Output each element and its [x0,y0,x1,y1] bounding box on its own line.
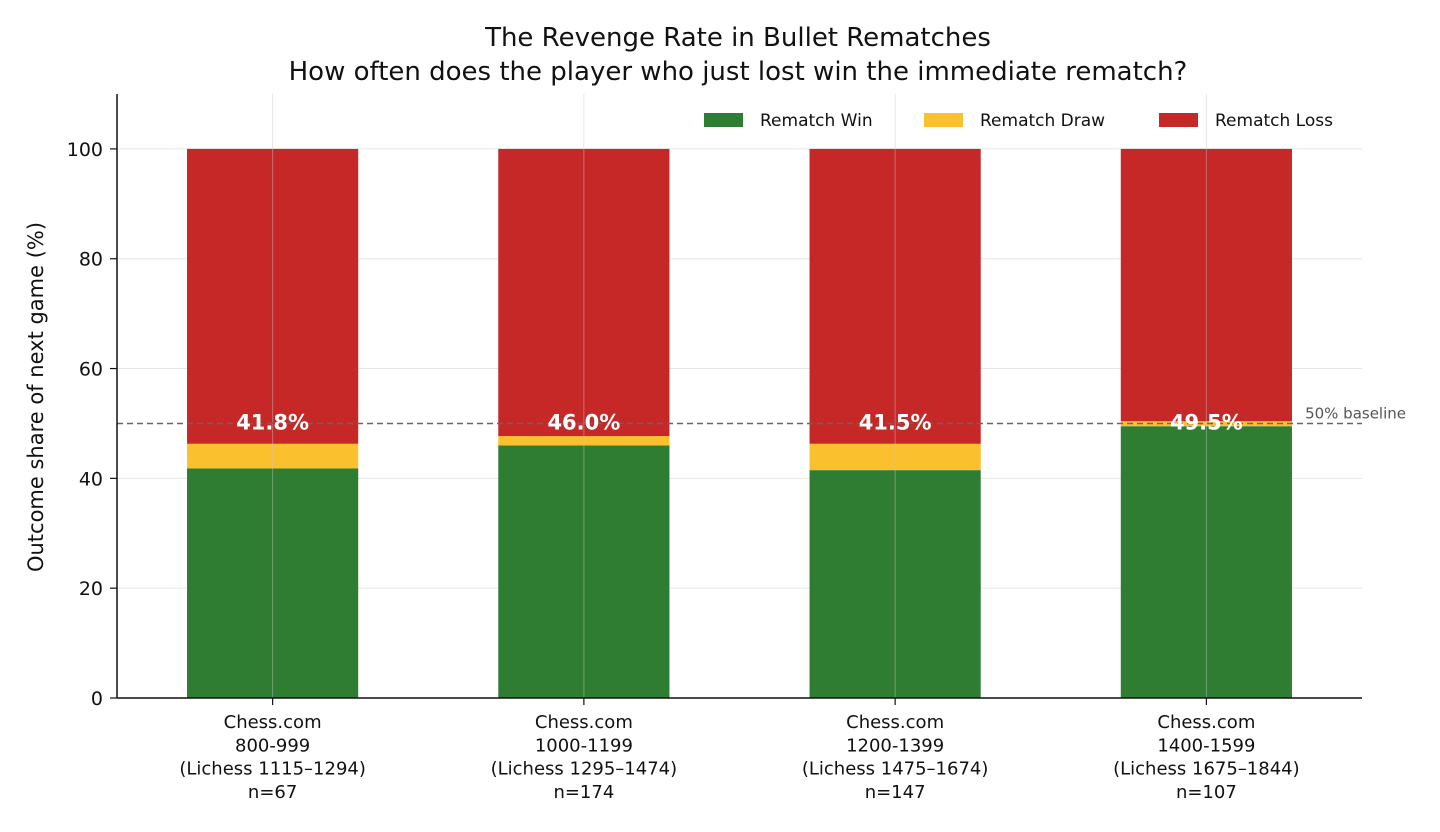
y-tick-label: 20 [79,578,103,600]
x-tick-label: Chess.com [846,712,944,733]
x-tick-label: 800-999 [235,735,310,756]
data-label: 41.5% [859,410,932,434]
bar-rematch-loss [1120,148,1292,422]
x-tick-label: Chess.com [224,712,322,733]
y-tick-label: 80 [79,249,103,271]
y-tick-label: 100 [67,139,103,161]
bar-rematch-win [187,468,359,698]
bar-rematch-loss [498,148,670,437]
legend-label: Rematch Loss [1215,111,1333,131]
x-tick-label: 1000-1199 [535,735,633,756]
bars [187,148,1292,698]
bar-rematch-draw [1120,421,1292,427]
chart-subtitle: How often does the player who just lost … [289,57,1188,87]
y-tick-label: 40 [79,468,103,490]
bar-rematch-draw [498,436,670,446]
y-axis-label: Outcome share of next game (%) [24,222,48,572]
bar-rematch-win [498,445,670,698]
x-tick-label: (Lichess 1115–1294) [179,759,366,780]
x-tick-label: 1200-1399 [846,735,944,756]
x-tick-label: n=174 [553,782,614,803]
legend: Rematch Win Rematch Draw Rematch Loss [704,111,1333,131]
legend-swatch [1159,113,1198,127]
bar-rematch-loss [809,148,981,444]
data-label: 46.0% [547,410,620,434]
legend-label: Rematch Win [760,111,873,131]
baseline-label: 50% baseline [1305,404,1406,422]
bar-rematch-draw [187,443,359,469]
x-tick-label: Chess.com [1157,712,1255,733]
x-tick-label: n=147 [865,782,926,803]
x-gridlines [272,94,1207,698]
legend-label: Rematch Draw [980,111,1105,131]
bar-rematch-draw [809,443,981,471]
data-labels: 41.8% 46.0% 41.5% 49.5% [236,410,1243,434]
chart-title: The Revenge Rate in Bullet Rematches [484,23,991,53]
data-label: 49.5% [1170,410,1243,434]
data-label: 41.8% [236,410,309,434]
bar-rematch-win [1120,426,1292,698]
x-tick-label: 1400-1599 [1157,735,1255,756]
y-tick-label: 60 [79,359,103,381]
x-tick-label: n=67 [248,782,297,803]
x-tick-label: (Lichess 1475–1674) [802,759,989,780]
legend-swatch [704,113,743,127]
x-tick-label: (Lichess 1675–1844) [1113,759,1300,780]
y-tick-label: 0 [91,688,103,710]
x-tick-label: (Lichess 1295–1474) [491,759,678,780]
baseline: 50% baseline [117,404,1406,425]
x-tick-label: n=107 [1176,782,1237,803]
bar-rematch-loss [187,148,359,444]
legend-swatch [924,113,963,127]
bar-rematch-win [809,470,981,698]
x-tick-label: Chess.com [535,712,633,733]
